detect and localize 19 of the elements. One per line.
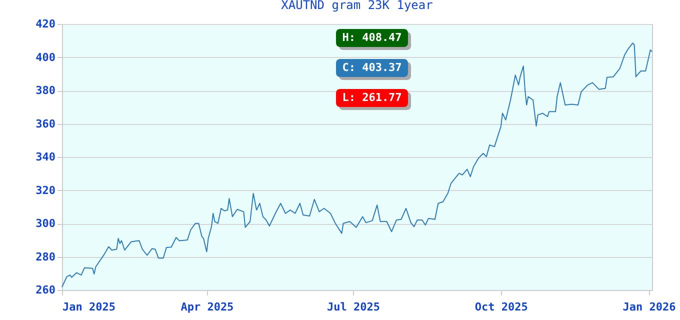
y-tick-label: 400 [36,50,56,64]
y-tick-label: 320 [36,184,56,197]
annotation: H: 408.47 [342,31,402,44]
y-tick-label: 380 [36,84,56,97]
x-tick-label: Oct 2025 [474,300,528,314]
annotation: C: 403.37 [342,61,402,74]
y-tick-label: 420 [36,18,56,30]
x-tick-label: Apr 2025 [180,300,234,314]
y-tick-label: 360 [36,117,56,130]
y-tick-label: 300 [36,217,56,230]
y-tick-label: 260 [36,284,56,296]
y-tick-label: 340 [36,150,56,164]
x-tick-label: Jan 2025 [62,300,116,314]
annotation: L: 261.77 [342,91,402,104]
x-tick-label: Jan 2026 [622,300,676,314]
line-series [62,42,652,288]
chart-title: XAUTND gram 23K 1year [281,0,433,12]
x-tick-label: Jul 2025 [326,300,380,314]
y-tick-label: 280 [36,250,56,264]
